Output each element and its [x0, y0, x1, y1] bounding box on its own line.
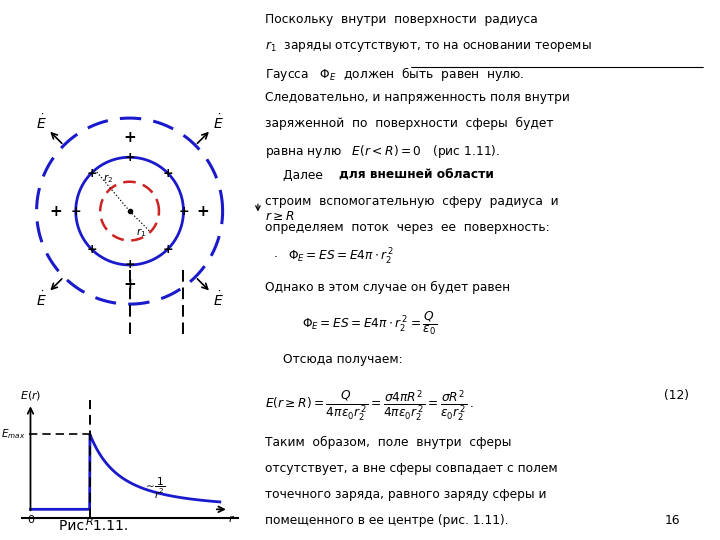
- Text: +: +: [125, 259, 135, 272]
- Text: Далее: Далее: [284, 169, 327, 182]
- Text: +: +: [86, 166, 96, 179]
- Text: $r_1$: $r_1$: [136, 226, 146, 239]
- Text: +: +: [163, 166, 173, 179]
- Text: .: .: [274, 247, 282, 260]
- Text: +: +: [125, 151, 135, 164]
- Text: +: +: [123, 277, 136, 292]
- Text: $R$: $R$: [85, 515, 94, 528]
- Text: $\dot{E}$: $\dot{E}$: [36, 113, 47, 132]
- Text: $r \geq R$: $r \geq R$: [265, 211, 294, 224]
- Text: Гаусса   $\Phi_E$  должен  быть  равен  нулю.: Гаусса $\Phi_E$ должен быть равен нулю.: [265, 65, 524, 83]
- Text: точечного заряда, равного заряду сферы и: точечного заряда, равного заряду сферы и: [265, 488, 546, 501]
- Text: $\Phi_E = ES = E4\pi \cdot r_2^{\,2} = \dfrac{Q}{\varepsilon_0}$: $\Phi_E = ES = E4\pi \cdot r_2^{\,2} = \…: [302, 309, 437, 337]
- Text: +: +: [86, 242, 96, 255]
- Text: $\Phi_E = ES = E4\pi \cdot r_2^{\,2}$: $\Phi_E = ES = E4\pi \cdot r_2^{\,2}$: [288, 247, 395, 267]
- Text: строим  вспомогательную  сферу  радиуса  и: строим вспомогательную сферу радиуса и: [265, 195, 559, 208]
- Text: Таким  образом,  поле  внутри  сферы: Таким образом, поле внутри сферы: [265, 436, 511, 449]
- Text: для внешней области: для внешней области: [339, 169, 494, 182]
- Text: $r_1$  заряды отсутствуют, то на основании теоремы: $r_1$ заряды отсутствуют, то на основани…: [265, 39, 592, 55]
- Text: заряженной  по  поверхности  сферы  будет: заряженной по поверхности сферы будет: [265, 117, 554, 130]
- Text: $\dot{E}$: $\dot{E}$: [36, 290, 47, 309]
- Text: Рис. 1.11.: Рис. 1.11.: [59, 519, 128, 534]
- Text: $\dot{E}$: $\dot{E}$: [212, 113, 223, 132]
- Text: $E_{max}$: $E_{max}$: [1, 427, 26, 441]
- Text: 16: 16: [665, 514, 680, 526]
- Text: +: +: [163, 242, 173, 255]
- Text: Поскольку  внутри  поверхности  радиуса: Поскольку внутри поверхности радиуса: [265, 14, 538, 26]
- Text: +: +: [178, 205, 189, 218]
- Text: 0: 0: [27, 515, 34, 525]
- Text: +: +: [50, 204, 63, 219]
- Text: +: +: [123, 130, 136, 145]
- Text: $\dot{E}$: $\dot{E}$: [212, 290, 223, 309]
- Text: $E(r)$: $E(r)$: [19, 389, 41, 402]
- Text: отсутствует, а вне сферы совпадает с полем: отсутствует, а вне сферы совпадает с пол…: [265, 462, 557, 475]
- Text: $E(r \geq R) = \dfrac{Q}{4\pi\varepsilon_0 r_2^{\,2}} = \dfrac{\sigma 4\pi R^2}{: $E(r \geq R) = \dfrac{Q}{4\pi\varepsilon…: [265, 389, 474, 424]
- Text: $\sim\!\dfrac{1}{r^2}$: $\sim\!\dfrac{1}{r^2}$: [143, 476, 166, 501]
- Text: (12): (12): [665, 389, 689, 402]
- Text: $r$: $r$: [228, 513, 235, 524]
- Text: $r_2$: $r_2$: [103, 172, 113, 185]
- Text: помещенного в ее центре (рис. 1.11).: помещенного в ее центре (рис. 1.11).: [265, 514, 508, 526]
- Text: Однако в этом случае он будет равен: Однако в этом случае он будет равен: [265, 280, 510, 294]
- Text: +: +: [197, 204, 210, 219]
- Text: Следовательно, и напряженность поля внутри: Следовательно, и напряженность поля внут…: [265, 91, 570, 104]
- Text: равна нулю   $E(r < R) = 0$   (рис 1.11).: равна нулю $E(r < R) = 0$ (рис 1.11).: [265, 143, 500, 160]
- Text: +: +: [71, 205, 81, 218]
- Text: Отсюда получаем:: Отсюда получаем:: [284, 353, 403, 366]
- Text: определяем  поток  через  ее  поверхность:: определяем поток через ее поверхность:: [265, 221, 549, 234]
